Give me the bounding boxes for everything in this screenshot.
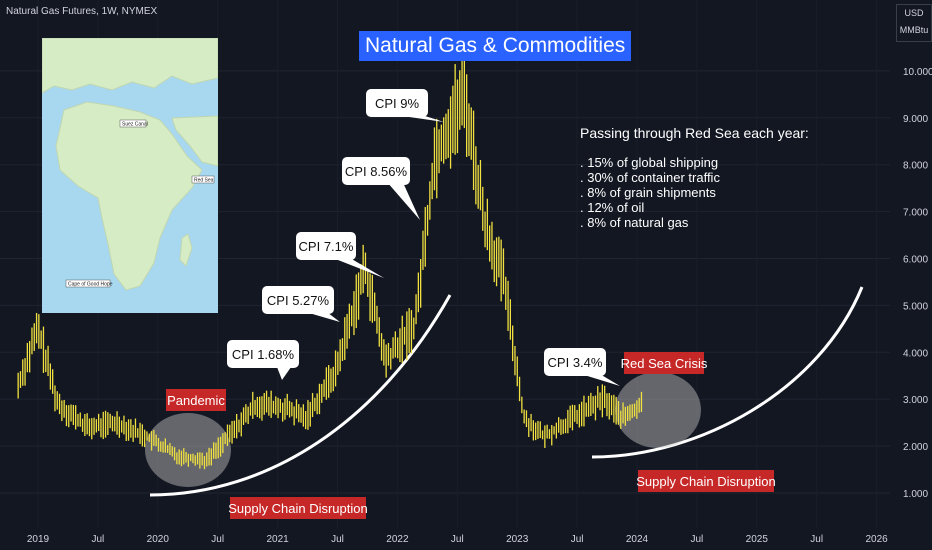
callout-box	[366, 89, 428, 117]
red-label-box	[624, 352, 704, 374]
passing-item: . 8% of natural gas	[580, 215, 689, 230]
map-label-red-sea: Red Sea	[194, 178, 214, 184]
callout-label: CPI 7.1%	[299, 239, 354, 254]
price-unit[interactable]: USD MMBtu	[896, 4, 932, 42]
callout-label: CPI 1.68%	[232, 347, 295, 362]
passing-list: . 15% of global shipping . 30% of contai…	[580, 155, 720, 230]
x-tick-label: Jul	[92, 534, 105, 545]
x-tick-label: 2020	[147, 534, 170, 545]
y-tick-label: 2.000	[903, 442, 928, 453]
x-tick-label: 2025	[746, 534, 769, 545]
callout-box	[342, 157, 410, 185]
callout-label: CPI 5.27%	[267, 293, 330, 308]
y-tick-label: 7.000	[903, 208, 928, 219]
callout-label: CPI 8.56%	[345, 164, 408, 179]
red-label-box	[230, 497, 366, 519]
callout-box	[296, 232, 356, 260]
chart-title: Natural Gas & Commodities	[359, 31, 632, 61]
x-tick-label: Jul	[331, 534, 344, 545]
x-tick-label: 2024	[626, 534, 649, 545]
callout-box	[262, 286, 334, 314]
callout-pointer	[587, 374, 620, 386]
callout-label: CPI 3.4%	[548, 355, 603, 370]
red-label-text: Red Sea Crisis	[621, 356, 708, 371]
x-tick-label: 2026	[865, 534, 888, 545]
red-label-text: Supply Chain Disruption	[228, 501, 367, 516]
unit-line-currency: USD	[904, 8, 924, 18]
x-tick-label: Jul	[451, 534, 464, 545]
passing-item: . 12% of oil	[580, 200, 645, 215]
callout-label: CPI 9%	[375, 96, 420, 111]
y-tick-label: 5.000	[903, 301, 928, 312]
red-label-box	[166, 389, 226, 411]
y-tick-label: 4.000	[903, 348, 928, 359]
red-label-box	[638, 470, 774, 492]
passing-item: . 30% of container traffic	[580, 170, 720, 185]
y-tick-label: 10.000	[903, 67, 932, 78]
x-tick-label: 2023	[506, 534, 529, 545]
passing-item: . 8% of grain shipments	[580, 185, 716, 200]
callout-box	[544, 348, 606, 376]
x-tick-label: Jul	[810, 534, 823, 545]
y-tick-label: 3.000	[903, 395, 928, 406]
callout-box	[227, 340, 299, 368]
callout-pointer	[277, 366, 292, 380]
map-label-suez: Suez Canal	[122, 122, 148, 128]
callout-pointer	[312, 312, 340, 322]
callout-pointer	[389, 183, 420, 220]
pandemic-ellipse	[145, 413, 231, 487]
x-tick-label: 2021	[266, 534, 289, 545]
red-sea-ellipse	[615, 372, 701, 448]
callout-pointer	[338, 258, 384, 278]
x-tick-label: Jul	[691, 534, 704, 545]
map-arabia	[171, 115, 218, 167]
map-label-cape: Cape of Good Hope	[68, 282, 113, 288]
y-tick-label: 6.000	[903, 255, 928, 266]
supply-curve-right	[591, 286, 864, 459]
x-tick-label: Jul	[571, 534, 584, 545]
y-tick-label: 1.000	[903, 489, 928, 500]
x-tick-label: Jul	[211, 534, 224, 545]
x-tick-label: 2022	[386, 534, 409, 545]
map-africa	[55, 101, 203, 291]
red-label-text: Supply Chain Disruption	[636, 474, 775, 489]
y-tick-label: 9.000	[903, 114, 928, 125]
x-tick-label: 2019	[27, 534, 50, 545]
unit-line-measure: MMBtu	[899, 25, 929, 35]
map-madagascar	[179, 233, 193, 267]
red-label-text: Pandemic	[167, 393, 225, 408]
passing-item: . 15% of global shipping	[580, 155, 719, 170]
passing-title: Passing through Red Sea each year:	[580, 125, 809, 141]
supply-curve-left	[149, 294, 452, 497]
africa-map: Suez Canal Red Sea Cape of Good Hope	[42, 38, 218, 313]
y-tick-label: 8.000	[903, 161, 928, 172]
symbol-header: Natural Gas Futures, 1W, NYMEX	[6, 6, 158, 17]
map-europe	[42, 38, 218, 94]
